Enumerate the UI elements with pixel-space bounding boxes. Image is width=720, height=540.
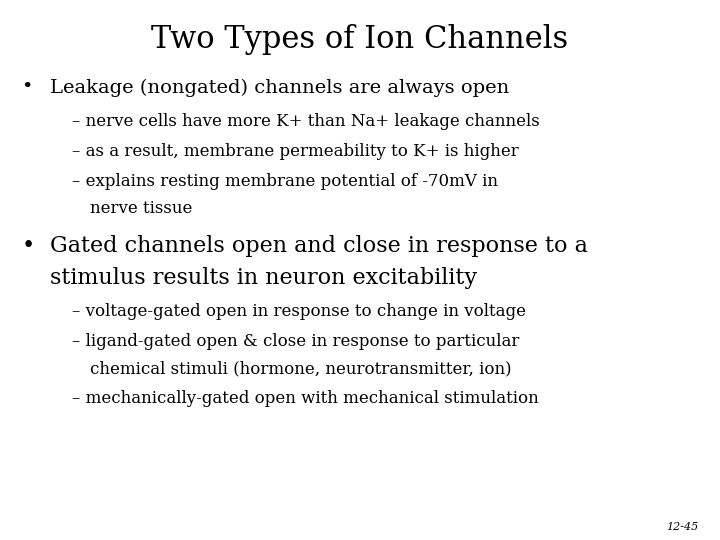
Text: – mechanically-gated open with mechanical stimulation: – mechanically-gated open with mechanica…: [72, 390, 539, 407]
Text: Two Types of Ion Channels: Two Types of Ion Channels: [151, 24, 569, 55]
Text: nerve tissue: nerve tissue: [90, 200, 192, 217]
Text: Leakage (nongated) channels are always open: Leakage (nongated) channels are always o…: [50, 78, 510, 97]
Text: – as a result, membrane permeability to K+ is higher: – as a result, membrane permeability to …: [72, 143, 518, 160]
Text: – ligand-gated open & close in response to particular: – ligand-gated open & close in response …: [72, 333, 519, 350]
Text: stimulus results in neuron excitability: stimulus results in neuron excitability: [50, 267, 477, 289]
Text: – nerve cells have more K+ than Na+ leakage channels: – nerve cells have more K+ than Na+ leak…: [72, 113, 540, 130]
Text: Gated channels open and close in response to a: Gated channels open and close in respons…: [50, 235, 588, 257]
Text: •: •: [22, 78, 33, 96]
Text: chemical stimuli (hormone, neurotransmitter, ion): chemical stimuli (hormone, neurotransmit…: [90, 360, 512, 377]
Text: – explains resting membrane potential of -70mV in: – explains resting membrane potential of…: [72, 173, 498, 190]
Text: 12-45: 12-45: [666, 522, 698, 532]
Text: – voltage-gated open in response to change in voltage: – voltage-gated open in response to chan…: [72, 303, 526, 320]
Text: •: •: [22, 235, 35, 257]
